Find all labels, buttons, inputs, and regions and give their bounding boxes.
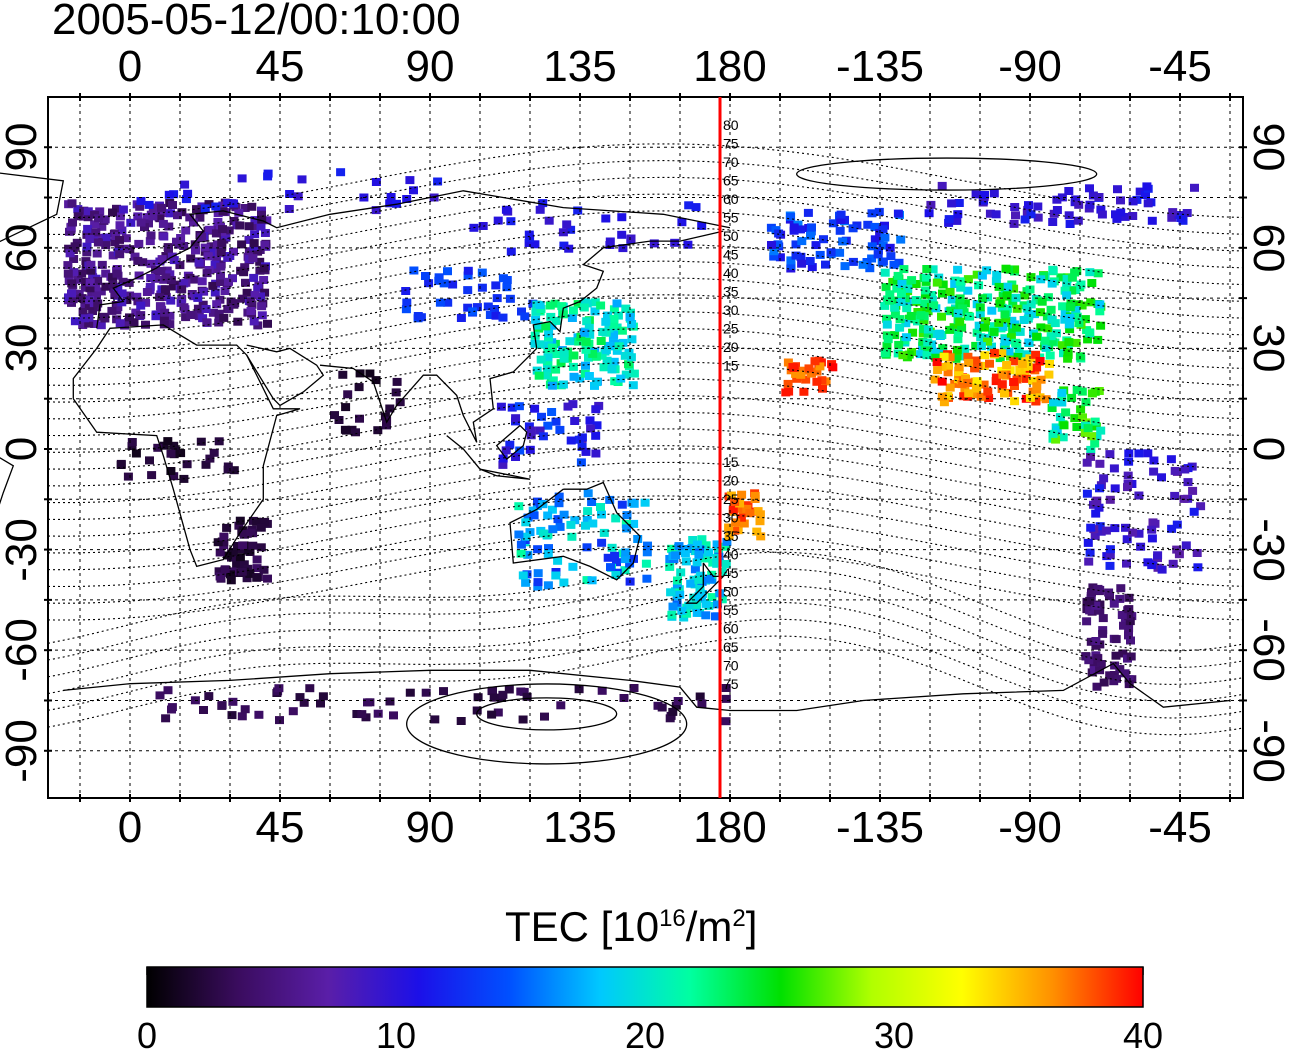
colorbar — [146, 966, 1144, 1008]
colorbar-tick-label: 10 — [375, 1015, 417, 1056]
lon-tick-label: -45 — [1148, 803, 1212, 852]
meridian-label: 65 — [723, 639, 739, 655]
lon-tick-label: 180 — [693, 42, 767, 91]
lon-tick-label: 180 — [693, 803, 767, 852]
colorbar-title: TEC [1016/m2] — [505, 906, 757, 948]
meridian-label: 70 — [723, 658, 739, 674]
meridian-label: 15 — [723, 358, 739, 374]
tec-cells — [63, 168, 1206, 726]
lon-tick-label: 135 — [543, 803, 617, 852]
meridian-label: 25 — [723, 491, 739, 507]
colorbar-tick-label: 40 — [1122, 1015, 1164, 1056]
meridian-label: 35 — [723, 284, 739, 300]
meridian-label: 55 — [723, 602, 739, 618]
colorbar-tick-label: 0 — [136, 1015, 158, 1056]
meridian-label: 45 — [723, 565, 739, 581]
lon-tick-label: 0 — [117, 803, 143, 852]
coastlines — [0, 157, 1231, 765]
meridian-label: 35 — [723, 528, 739, 544]
colorbar-tick-label: 20 — [624, 1015, 666, 1056]
meridian-label: 50 — [723, 228, 739, 244]
meridian-label: 30 — [723, 302, 739, 318]
meridian-label: 60 — [723, 621, 739, 637]
map-frame — [47, 96, 1244, 799]
lon-tick-label: -45 — [1148, 42, 1212, 91]
meridian-label: 55 — [723, 210, 739, 226]
meridian-label: 25 — [723, 321, 739, 337]
meridian-label: 60 — [723, 191, 739, 207]
colorbar-tick-label: 30 — [873, 1015, 915, 1056]
lat-tick-label: -90 — [1244, 718, 1292, 783]
meridian-label: 75 — [723, 136, 739, 152]
meridian-label: 15 — [723, 454, 739, 470]
graticule — [48, 97, 1243, 798]
meridian-label: 40 — [723, 547, 739, 563]
meridian-label: 65 — [723, 173, 739, 189]
magnetic-latitude-contours — [47, 143, 1243, 736]
colorbar-title-exponent: 16 — [659, 905, 686, 932]
colorbar-title-unit-exponent: 2 — [732, 905, 746, 932]
meridian-label: 75 — [723, 676, 739, 692]
colorbar-title-end: ] — [745, 903, 758, 950]
lon-tick-label: -90 — [998, 42, 1062, 91]
meridian-label: 20 — [723, 473, 739, 489]
meridian-label: 45 — [723, 247, 739, 263]
lon-tick-label: 90 — [405, 803, 455, 852]
lon-tick-label: 45 — [255, 42, 305, 91]
local-time-meridian: 80 75 70 65 60 55 50 45 40 35 30 25 20 15 15 20 25 30 35 40… — [718, 97, 739, 798]
lon-tick-label: 90 — [405, 42, 455, 91]
meridian-label: 20 — [723, 339, 739, 355]
lon-tick-label: 135 — [543, 42, 617, 91]
lon-tick-label: -90 — [998, 803, 1062, 852]
colorbar-title-unit: /m — [685, 903, 733, 950]
meridian-label: 80 — [723, 117, 739, 133]
meridian-label: 70 — [723, 154, 739, 170]
lon-tick-label: -135 — [835, 803, 925, 852]
meridian-label: 30 — [723, 510, 739, 526]
lon-tick-label: 45 — [255, 803, 305, 852]
colorbar-title-main: TEC [10 — [505, 903, 660, 950]
figure-title: 2005-05-12/00:10:00 — [52, 0, 461, 44]
lon-tick-label: -135 — [835, 42, 925, 91]
meridian-label: 50 — [723, 584, 739, 600]
lat-tick-label: -90 — [0, 718, 46, 783]
lon-tick-label: 0 — [117, 42, 143, 91]
meridian-label: 40 — [723, 265, 739, 281]
